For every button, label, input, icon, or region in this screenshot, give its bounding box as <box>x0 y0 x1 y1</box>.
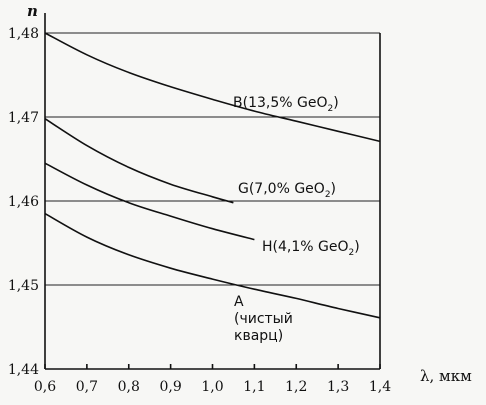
x-tick-label: 1,2 <box>285 379 307 395</box>
series-line-0 <box>44 32 381 143</box>
y-tick-label: 1,44 <box>8 362 39 378</box>
y-tick-label: 1,46 <box>8 194 39 210</box>
x-tick-label: 0,7 <box>76 379 98 395</box>
label-layer: B(13,5% GeO2) G(7,0% GeO2) H(4,1% GeO2) A(ч… <box>233 95 360 344</box>
x-tick-label: 1,4 <box>369 379 391 395</box>
axis-layer: 1,44 1,45 1,46 1,47 1,48 0,6 0,7 0,8 0,9 1,0 1,1 1,… <box>8 2 472 395</box>
x-tick-label: 0,9 <box>159 379 181 395</box>
y-axis-label: n <box>27 2 38 20</box>
series-label-line: A <box>234 294 244 310</box>
series-label-line: (чистый <box>234 311 293 327</box>
y-tick-label: 1,47 <box>8 110 39 126</box>
series-layer <box>44 32 381 319</box>
x-tick-label: 0,6 <box>34 379 56 395</box>
x-tick-label: 1,3 <box>327 379 349 395</box>
series-label: B(13,5% GeO2) <box>233 95 339 114</box>
x-tick-label: 1,0 <box>201 379 223 395</box>
y-tick-label: 1,45 <box>8 278 39 294</box>
x-tick-label: 1,1 <box>243 379 265 395</box>
series-label: G(7,0% GeO2) <box>238 181 336 200</box>
series-line-1 <box>44 118 234 204</box>
x-tick-label: 0,8 <box>118 379 140 395</box>
series-label: H(4,1% GeO2) <box>262 239 360 258</box>
grid-layer <box>45 32 380 370</box>
x-axis-label: λ, мкм <box>420 367 472 385</box>
series-label-line: кварц) <box>234 328 283 344</box>
series-line-2 <box>44 162 255 241</box>
series-line-3 <box>44 212 381 319</box>
y-tick-label: 1,48 <box>8 26 39 42</box>
